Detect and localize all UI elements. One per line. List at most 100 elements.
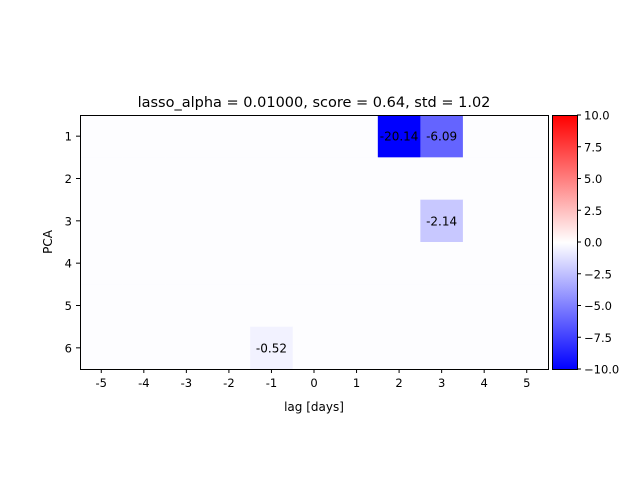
colorbar-tick-label: 7.5: [584, 140, 602, 154]
heatmap-cell: [207, 115, 251, 158]
heatmap-cell: [335, 199, 379, 243]
heatmap-cell: [165, 284, 209, 328]
heatmap-cell: [250, 115, 294, 158]
heatmap-cell: [250, 242, 294, 285]
cell-annotations: -20.14 -6.09 -2.14 -0.52: [256, 130, 457, 356]
colorbar-ticks: 10.0 7.5 5.0 2.5 0.0 −2.5 −5.0 −7.5 −10.0: [577, 109, 619, 377]
heatmap-cell: [377, 199, 421, 243]
heatmap-cell: [80, 115, 123, 158]
heatmap-cell: [165, 326, 209, 370]
chart-title: lasso_alpha = 0.01000, score = 0.64, std…: [138, 95, 491, 111]
heatmap-cell: [80, 242, 123, 285]
colorbar-tick-label: 5.0: [584, 172, 602, 186]
heatmap-cell: [377, 242, 421, 285]
heatmap-cell: [165, 115, 209, 158]
x-tick-label: 0: [310, 376, 317, 390]
heatmap-cell: [420, 199, 464, 243]
heatmap-cell: [122, 242, 166, 285]
heatmap-cell: [80, 157, 123, 201]
heatmap-cell: [207, 284, 251, 328]
colorbar-tick-label: 10.0: [584, 109, 610, 123]
heatmap-cell: [462, 242, 506, 285]
x-tick-label: -2: [223, 376, 234, 390]
heatmap-cell: [250, 326, 294, 370]
heatmap-cell: [462, 115, 506, 158]
heatmap-cell: [250, 284, 294, 328]
colorbar: [552, 115, 578, 370]
heatmap-cell: [250, 157, 294, 201]
heatmap-cell: [420, 242, 464, 285]
heatmap-cells: [80, 115, 549, 370]
x-tick-label: -4: [138, 376, 149, 390]
heatmap-cell: [505, 157, 549, 201]
heatmap-cell: [335, 242, 379, 285]
colorbar-tick-label: 2.5: [584, 204, 602, 218]
cell-value-label: -0.52: [256, 341, 287, 355]
heatmap-cell: [462, 157, 506, 201]
colorbar-tick-label: −5.0: [584, 299, 612, 313]
heatmap-cell: [420, 326, 464, 370]
heatmap-cell: [292, 242, 336, 285]
colorbar-tick-label: −7.5: [584, 331, 612, 345]
x-tick-label: -3: [181, 376, 192, 390]
heatmap-cell: [420, 115, 464, 158]
heatmap-cell: [462, 284, 506, 328]
x-tick-label: -1: [266, 376, 277, 390]
x-tick-label: 3: [438, 376, 445, 390]
y-axis-ticks: 1 2 3 4 5 6: [65, 130, 80, 355]
heatmap-cell: [122, 326, 166, 370]
heatmap-cell: [335, 157, 379, 201]
x-tick-label: 5: [523, 376, 530, 390]
y-tick-label: 1: [65, 130, 72, 144]
heatmap-cell: [377, 157, 421, 201]
y-tick-label: 2: [65, 172, 72, 186]
heatmap-cell: [292, 326, 336, 370]
heatmap-cell: [335, 115, 379, 158]
heatmap-cell: [462, 326, 506, 370]
heatmap-cell: [122, 115, 166, 158]
heatmap-cell: [165, 157, 209, 201]
heatmap-cell: [462, 199, 506, 243]
heatmap-cell: [377, 115, 421, 158]
heatmap-cell: [335, 284, 379, 328]
colorbar-tick-label: 0.0: [584, 236, 602, 250]
heatmap-cell: [292, 284, 336, 328]
cell-value-label: -20.14: [380, 130, 419, 144]
heatmap-cell: [505, 284, 549, 328]
x-axis-label: lag [days]: [284, 400, 344, 414]
y-tick-label: 4: [65, 257, 72, 271]
heatmap-cell: [80, 284, 123, 328]
heatmap-cell: [420, 157, 464, 201]
y-axis-label: PCA: [41, 229, 55, 254]
heatmap-cell: [292, 115, 336, 158]
heatmap-cell: [505, 115, 549, 158]
x-tick-label: 4: [481, 376, 488, 390]
heatmap-cell: [250, 199, 294, 243]
heatmap-cell: [207, 326, 251, 370]
y-tick-label: 5: [65, 299, 72, 313]
cell-value-label: -2.14: [426, 214, 457, 228]
heatmap-cell: [165, 242, 209, 285]
heatmap-cell: [122, 157, 166, 201]
x-tick-label: 1: [353, 376, 360, 390]
heatmap-cell: [207, 157, 251, 201]
heatmap-cell: [207, 242, 251, 285]
heatmap-cell: [80, 199, 123, 243]
heatmap-cell: [505, 242, 549, 285]
heatmap-cell: [505, 326, 549, 370]
y-tick-label: 3: [65, 214, 72, 228]
heatmap-cell: [165, 199, 209, 243]
heatmap-cell: [377, 284, 421, 328]
heatmap-cell: [420, 284, 464, 328]
heatmap-cell: [122, 199, 166, 243]
cell-value-label: -6.09: [426, 130, 457, 144]
heatmap-cell: [292, 157, 336, 201]
y-tick-label: 6: [65, 341, 72, 355]
heatmap-cell: [377, 326, 421, 370]
heatmap-cell: [207, 199, 251, 243]
heatmap-cell: [292, 199, 336, 243]
heatmap-cell: [335, 326, 379, 370]
heatmap-cell: [122, 284, 166, 328]
x-axis-ticks: -5 -4 -3 -2 -1 0 1 2 3 4 5: [96, 369, 530, 390]
